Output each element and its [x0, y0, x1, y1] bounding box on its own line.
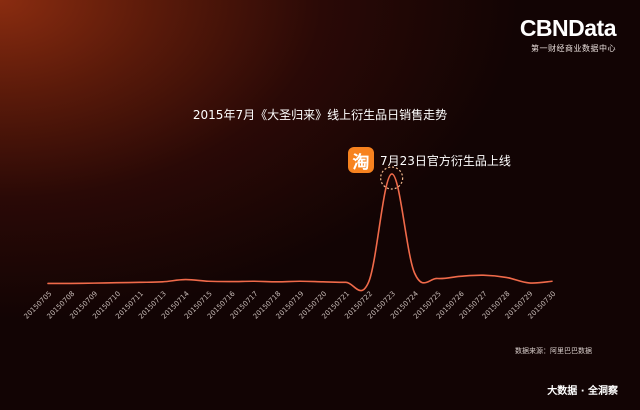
series-points — [47, 173, 553, 285]
series-line — [47, 173, 553, 292]
data-point-20150708 — [70, 282, 72, 284]
data-point-20150728 — [505, 276, 507, 278]
data-point-20150718 — [276, 281, 278, 283]
data-point-20150715 — [207, 280, 209, 282]
data-point-20150722 — [368, 281, 370, 283]
data-point-20150725 — [436, 277, 438, 279]
data-point-20150705 — [47, 282, 49, 284]
slogan: 大数据 · 全洞察 — [547, 386, 618, 397]
data-point-20150721 — [345, 281, 347, 283]
data-point-20150729 — [528, 282, 530, 284]
x-axis-ticks: 2015070520150708201507092015071020150711… — [23, 289, 558, 320]
data-point-20150724 — [413, 272, 415, 274]
data-point-20150716 — [230, 280, 232, 282]
data-point-20150727 — [482, 274, 484, 276]
data-point-20150711 — [138, 281, 140, 283]
data-point-20150730 — [551, 280, 553, 282]
taobao-icon: 淘 — [348, 147, 374, 173]
brand-tagline: 第一财经商业数据中心 — [531, 44, 616, 53]
annotation-text: 7月23日官方衍生品上线 — [380, 153, 511, 168]
data-point-20150713 — [161, 281, 163, 283]
data-point-20150726 — [459, 275, 461, 277]
brand-name: CBNData — [519, 15, 617, 41]
data-point-20150719 — [299, 280, 301, 282]
data-point-20150714 — [184, 278, 186, 280]
data-point-20150709 — [93, 282, 95, 284]
data-point-20150717 — [253, 280, 255, 282]
peak-annotation-ring — [380, 166, 404, 190]
brand-logo: CBNData 第一财经商业数据中心 — [519, 15, 617, 54]
data-point-20150710 — [116, 281, 118, 283]
chart-title: 2015年7月《大圣归来》线上衍生品日销售走势 — [192, 108, 448, 122]
data-source: 数据来源：阿里巴巴数据 — [515, 347, 592, 355]
data-point-20150720 — [322, 281, 324, 283]
annotation-callout: 淘 7月23日官方衍生品上线 — [348, 146, 511, 174]
